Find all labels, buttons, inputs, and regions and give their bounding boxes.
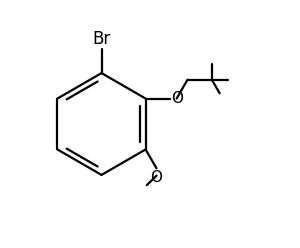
Text: Br: Br: [92, 30, 111, 48]
Text: O: O: [151, 170, 163, 185]
Text: O: O: [171, 91, 183, 106]
